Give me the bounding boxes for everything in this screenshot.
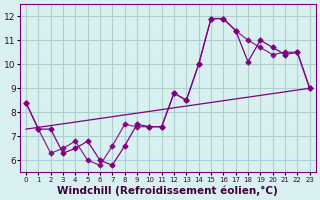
X-axis label: Windchill (Refroidissement éolien,°C): Windchill (Refroidissement éolien,°C) — [58, 185, 278, 196]
